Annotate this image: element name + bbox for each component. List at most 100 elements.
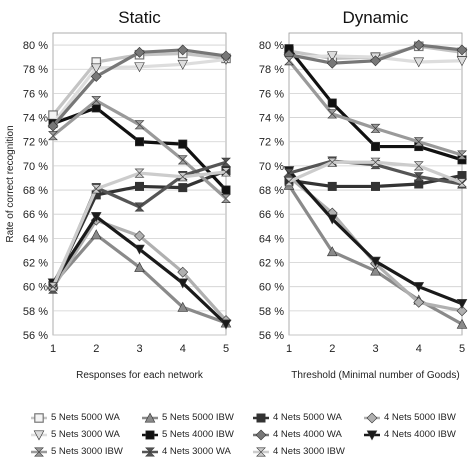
chart-2-point-4-nets-4000-wa	[413, 39, 425, 51]
legend-swatch-marker	[256, 412, 266, 422]
chart-1-y-tick-label: 72 %	[23, 137, 48, 149]
chart-2-point-5-nets-3000-ibw	[457, 150, 467, 160]
chart-1-y-tick-label: 70 %	[23, 161, 48, 173]
chart-2-series-4-nets-4000-ibw	[283, 166, 468, 310]
chart-1-point-4-nets-4000-wa	[177, 44, 189, 56]
chart-1-y-axis-label: Rate of correct recognition	[5, 125, 16, 242]
chart-2-y-tick-label: 76 %	[259, 88, 284, 100]
legend-item-5-nets-3000-wa: 5 Nets 3000 WA	[30, 429, 141, 441]
legend: 5 Nets 5000 WA 5 Nets 5000 IBW 4 Nets 5000…	[30, 409, 474, 460]
legend-item-4-nets-3000-ibw: 4 Nets 3000 IBW	[252, 446, 363, 458]
chart-1-y-tick-label: 62 %	[23, 258, 48, 270]
chart-1-point-4-nets-3000-wa	[134, 202, 145, 212]
chart-1-point-5-nets-5000-ibw	[90, 229, 102, 240]
chart-2-point-4-nets-4000-wa	[370, 55, 381, 67]
legend-item-4-nets-4000-ibw: 4 Nets 4000 IBW	[363, 429, 474, 441]
chart-1-y-tick-label: 66 %	[23, 209, 48, 221]
chart-1-point-5-nets-5000-ibw	[134, 261, 145, 272]
legend-item-5-nets-5000-wa: 5 Nets 5000 WA	[30, 412, 141, 424]
chart-2-point-4-nets-3000-ibw	[413, 161, 424, 171]
chart-2-y-tick-label: 62 %	[259, 258, 284, 270]
legend-swatch	[142, 429, 158, 439]
chart-2-x-tick-label: 1	[286, 343, 292, 355]
chart-1-y-tick-label: 74 %	[23, 113, 48, 125]
legend-swatch	[31, 412, 47, 423]
legend-row: 5 Nets 5000 WA 5 Nets 5000 IBW 4 Nets 5000…	[30, 409, 474, 426]
chart-2-y-tick-label: 80 %	[259, 40, 284, 52]
chart-2-point-5-nets-3000-wa	[413, 57, 425, 68]
legend-swatch-marker	[144, 412, 156, 422]
chart-1-x-tick-label: 5	[223, 343, 229, 355]
legend-item-4-nets-3000-wa: 4 Nets 3000 WA	[141, 446, 252, 458]
chart-1-point-5-nets-3000-wa	[90, 63, 102, 74]
chart-2-point-4-nets-5000-wa	[370, 181, 380, 191]
chart-2-point-4-nets-3000-ibw	[370, 157, 381, 167]
chart-2-point-4-nets-4000-wa	[456, 44, 468, 56]
chart-1-point-5-nets-4000-ibw	[178, 139, 188, 149]
chart-2-point-5-nets-3000-ibw	[327, 109, 338, 119]
figure: 56 % 58 % 60 % 62 % 64 % 66 % 68 % 70 % 72 % 74 %…	[5, 8, 468, 381]
chart-2-point-5-nets-3000-ibw	[413, 137, 424, 147]
chart-1-point-5-nets-4000-ibw	[135, 137, 145, 147]
chart-1-point-4-nets-4000-ibw	[134, 244, 145, 255]
chart-2-series-5-nets-4000-ibw	[284, 44, 467, 165]
chart-1-title: Static	[118, 8, 161, 27]
chart-2-x-tick-label: 5	[459, 343, 465, 355]
legend-label: 5 Nets 5000 WA	[51, 412, 120, 423]
chart-2-point-4-nets-4000-ibw	[370, 256, 381, 267]
chart-2-series-5-nets-3000-ibw	[284, 56, 467, 160]
chart-2-point-5-nets-4000-ibw	[327, 98, 337, 108]
chart-1-y-tick-label: 68 %	[23, 185, 48, 197]
legend-label: 4 Nets 4000 WA	[273, 429, 342, 440]
legend-label: 4 Nets 5000 IBW	[384, 412, 456, 423]
chart-1-x-tick-label: 1	[50, 343, 56, 355]
chart-1-point-5-nets-4000-ibw	[221, 185, 231, 195]
chart-2-y-tick-label: 64 %	[259, 233, 284, 245]
chart-1-point-4-nets-4000-ibw	[177, 278, 189, 289]
chart-1-point-5-nets-3000-ibw	[134, 120, 145, 130]
chart-1-point-4-nets-5000-ibw	[177, 266, 189, 278]
chart-2-y-tick-label: 72 %	[259, 137, 284, 149]
chart-1-point-4-nets-5000-wa	[135, 181, 145, 191]
chart-1-x-axis-label: Responses for each network	[76, 370, 204, 381]
chart-2-point-4-nets-3000-ibw	[457, 178, 467, 188]
legend-label: 4 Nets 3000 IBW	[273, 446, 345, 457]
legend-row: 5 Nets 3000 IBW 4 Nets 3000 WA 4 Nets 3000…	[30, 443, 474, 460]
legend-row: 5 Nets 3000 WA 5 Nets 4000 IBW 4 Nets 4000…	[30, 426, 474, 443]
legend-label: 4 Nets 3000 WA	[162, 446, 231, 457]
chart-1-point-5-nets-3000-ibw	[91, 96, 102, 106]
chart-1-point-5-nets-5000-ibw	[177, 301, 189, 312]
chart-2-point-5-nets-3000-wa	[456, 56, 468, 67]
chart-1-x-tick-label: 2	[93, 343, 99, 355]
chart-2-series-4-nets-3000-ibw	[284, 157, 467, 188]
chart-2-point-5-nets-3000-ibw	[370, 123, 381, 133]
legend-swatch-marker	[145, 429, 155, 439]
chart-1-point-5-nets-3000-ibw	[48, 131, 58, 141]
chart-1-y-tick-label: 64 %	[23, 233, 48, 245]
chart-1-point-4-nets-4000-wa	[47, 120, 59, 132]
chart-2-x-tick-label: 3	[372, 343, 378, 355]
chart-1-y-tick-label: 76 %	[23, 88, 48, 100]
legend-item-4-nets-5000-wa: 4 Nets 5000 WA	[252, 412, 363, 424]
legend-swatch	[253, 412, 269, 422]
chart-1-point-4-nets-4000-ibw	[90, 212, 102, 223]
chart-1-point-4-nets-4000-wa	[90, 71, 102, 82]
chart-1-x-tick-label: 4	[180, 343, 186, 355]
chart-1-y-tick-label: 80 %	[23, 40, 48, 52]
chart-2-point-4-nets-5000-wa	[327, 181, 337, 191]
chart-2-y-tick-label: 66 %	[259, 209, 284, 221]
chart-1-point-4-nets-4000-wa	[134, 46, 145, 58]
legend-swatch-marker	[366, 429, 378, 440]
chart-2-point-5-nets-5000-ibw	[456, 318, 468, 329]
chart-1-y-tick-label: 60 %	[23, 282, 48, 294]
legend-label: 5 Nets 3000 WA	[51, 429, 120, 440]
legend-label: 4 Nets 5000 WA	[273, 412, 342, 423]
chart-2-y-tick-label: 68 %	[259, 185, 284, 197]
chart-2-point-5-nets-4000-ibw	[370, 142, 380, 152]
legend-swatch	[253, 446, 269, 456]
chart-1-point-4-nets-3000-ibw	[177, 172, 188, 182]
chart-2-point-4-nets-4000-ibw	[413, 282, 425, 293]
chart-1-panel: 56 % 58 % 60 % 62 % 64 % 66 % 68 % 70 % 72 % 74 %…	[5, 8, 232, 381]
chart-2-point-5-nets-5000-ibw	[326, 246, 338, 257]
legend-swatch	[31, 429, 47, 440]
